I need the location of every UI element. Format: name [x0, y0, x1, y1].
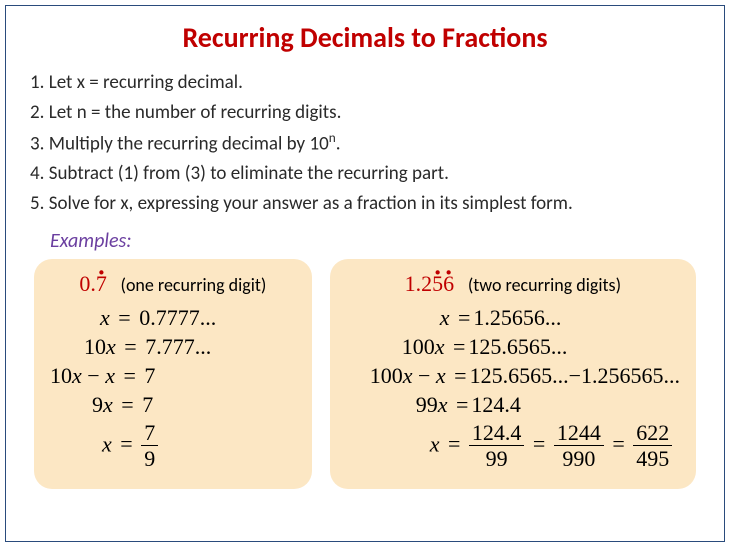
steps-list: 1. Let x = recurring decimal. 2. Let n =…	[30, 69, 700, 217]
examples-label: Examples:	[50, 229, 700, 253]
example-right: 1.256 (two recurring digits) x =1.25656.…	[330, 259, 696, 488]
step-1: 1. Let x = recurring decimal.	[30, 69, 700, 97]
step-3-text: 3. Multiply the recurring decimal by 10	[30, 132, 329, 155]
left-line2: 1010xx = 7.777...	[50, 334, 296, 360]
left-fraction: 7 9	[141, 421, 158, 471]
left-line3: 10x − x = 7	[50, 363, 296, 389]
right-line3: 100x − x =125.6565...−1.256565...	[346, 363, 680, 389]
right-line1: x =1.25656...	[346, 305, 680, 331]
right-line2: 100x =125.6565...	[346, 334, 680, 360]
right-dec-whole: 1.2	[405, 271, 433, 296]
left-header: 0.7 (one recurring digit)	[50, 271, 296, 297]
right-dec-rec1: 5	[432, 271, 443, 296]
content-frame: Recurring Decimals to Fractions 1. Let x…	[5, 5, 725, 542]
left-hint-text: (one recurring digit)	[120, 274, 266, 296]
left-line1: x = 0.7777...	[50, 305, 296, 331]
right-decimal: 1.256	[405, 271, 460, 296]
step-2: 2. Let n = the number of recurring digit…	[30, 99, 700, 127]
left-dec-whole: 0.	[79, 271, 96, 296]
examples-row: 0.7 (one recurring digit) x = 0.7777... …	[30, 259, 700, 488]
step-3-exponent: n	[329, 129, 336, 146]
step-3-period: .	[336, 132, 341, 155]
right-frac2: 1244990	[554, 421, 604, 471]
left-decimal: 0.7	[79, 271, 112, 296]
right-line5: x = 124.499 = 1244990 = 622495	[346, 421, 680, 471]
right-header: 1.256 (two recurring digits)	[346, 271, 680, 297]
right-frac1: 124.499	[469, 421, 525, 471]
left-dec-recurring: 7	[96, 271, 107, 296]
step-5: 5. Solve for x, expressing your answer a…	[30, 190, 700, 218]
left-hint: (one recurring digit)	[112, 274, 266, 296]
right-hint: (two recurring digits)	[460, 274, 621, 296]
right-dec-rec2: 6	[443, 271, 454, 296]
right-frac3: 622495	[633, 421, 672, 471]
step-3: 3. Multiply the recurring decimal by 10n…	[30, 128, 700, 158]
left-line4: 9x = 7	[50, 392, 296, 418]
page-title: Recurring Decimals to Fractions	[30, 20, 700, 55]
example-left: 0.7 (one recurring digit) x = 0.7777... …	[34, 259, 312, 488]
left-line5: x = 7 9	[50, 421, 296, 471]
step-4: 4. Subtract (1) from (3) to eliminate th…	[30, 160, 700, 188]
right-hint-text: (two recurring digits)	[468, 274, 621, 296]
right-line4: 99x =124.4	[346, 392, 680, 418]
